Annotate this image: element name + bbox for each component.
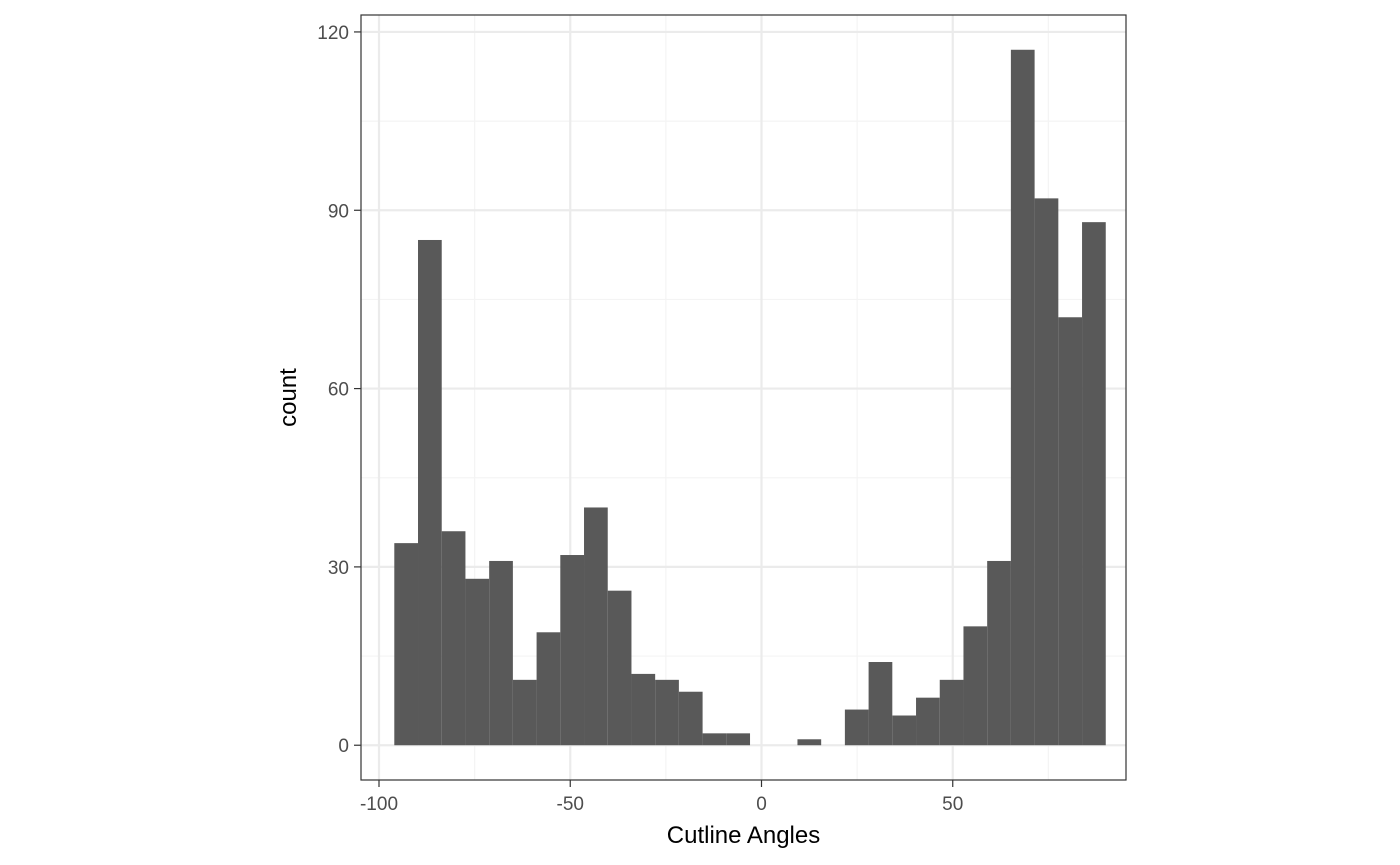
y-axis-ticks: 0 30 60 90 120 — [317, 23, 361, 757]
histogram-bar — [916, 697, 940, 746]
x-axis-title: Cutline Angles — [667, 822, 820, 849]
histogram-bar — [560, 555, 585, 746]
histogram-bar — [987, 560, 1011, 746]
x-tick-label: -50 — [557, 794, 584, 815]
histogram-bar — [418, 239, 442, 746]
histogram-bar — [607, 590, 632, 746]
x-tick-label: 0 — [756, 794, 767, 815]
minor-gridlines — [361, 15, 1126, 780]
histogram-bar — [1058, 317, 1083, 746]
x-axis-ticks: -100 -50 0 50 — [360, 780, 963, 815]
histogram-bar — [726, 733, 751, 746]
histogram-bar — [939, 679, 964, 746]
histogram-bar — [631, 673, 656, 746]
histogram-bar — [512, 679, 537, 746]
y-tick-label: 0 — [338, 736, 349, 757]
histogram-bar — [1010, 49, 1035, 746]
y-tick-label: 120 — [317, 23, 349, 44]
histogram-bar — [1034, 198, 1059, 746]
histogram-bar — [655, 679, 679, 746]
histogram-bar — [868, 662, 893, 746]
histogram-bar — [963, 626, 988, 746]
histogram-bar — [1082, 222, 1106, 746]
histogram-bars — [394, 49, 1106, 746]
histogram-bar — [441, 531, 466, 746]
histogram-bar — [584, 507, 608, 746]
histogram-bar — [394, 543, 419, 746]
histogram-bar — [797, 739, 822, 746]
panel-border — [360, 14, 1127, 781]
y-tick-label: 90 — [328, 201, 349, 222]
histogram-bar — [536, 632, 561, 746]
histogram-bar — [465, 578, 490, 746]
histogram-bar — [844, 709, 869, 746]
x-tick-label: -100 — [360, 794, 398, 815]
histogram-bar — [892, 715, 917, 746]
x-tick-label: 50 — [942, 794, 963, 815]
y-axis-title: count — [275, 368, 302, 427]
histogram-bar — [702, 733, 727, 746]
histogram-bar — [678, 691, 703, 746]
histogram-bar — [489, 560, 513, 746]
y-tick-label: 60 — [328, 380, 349, 401]
y-tick-label: 30 — [328, 558, 349, 579]
